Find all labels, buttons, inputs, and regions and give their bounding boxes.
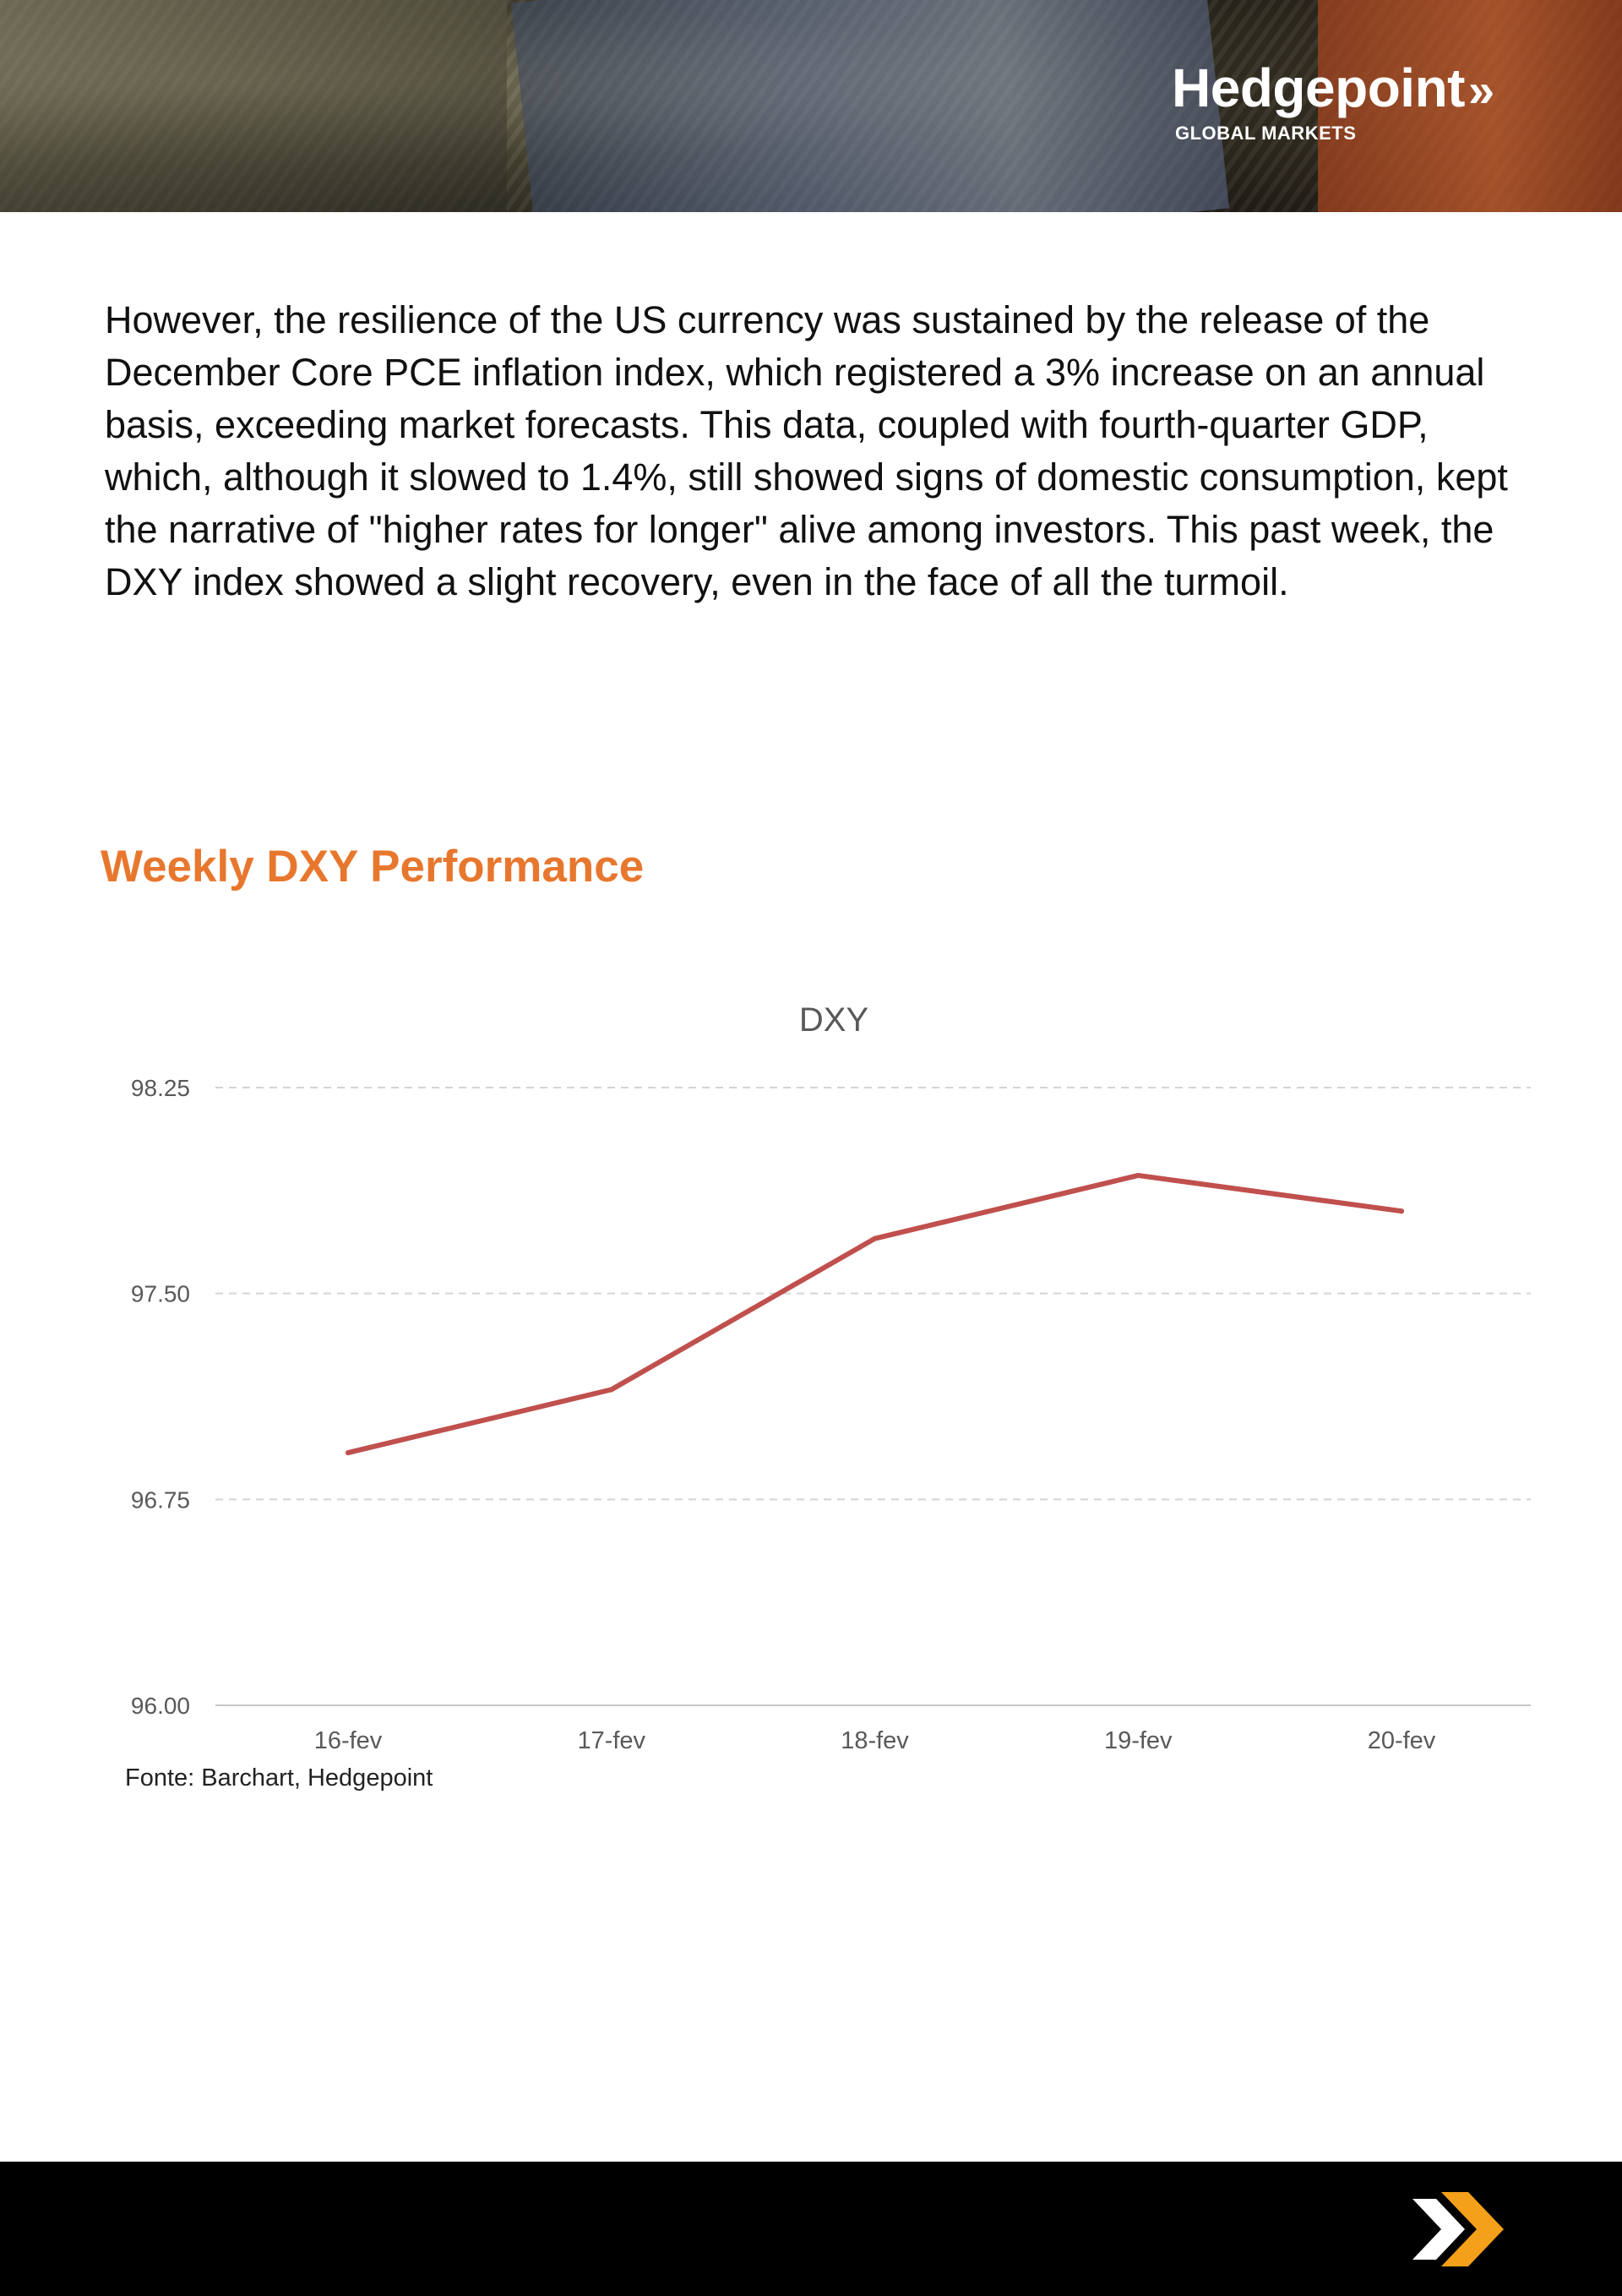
footer-bar bbox=[0, 2162, 1622, 2296]
x-tick-label: 19-fev bbox=[1104, 1727, 1173, 1754]
hedgepoint-chevron-icon bbox=[1412, 2192, 1504, 2266]
banknote-blue bbox=[510, 0, 1230, 212]
brand-name: Hedgepoint bbox=[1172, 57, 1465, 118]
header-banner: Hedgepoint» GLOBAL MARKETS bbox=[0, 0, 1622, 212]
x-tick-label: 18-fev bbox=[841, 1727, 909, 1754]
data-point bbox=[608, 1387, 614, 1393]
banknote-dollar bbox=[0, 0, 507, 212]
data-point bbox=[1399, 1208, 1404, 1214]
series-line bbox=[346, 1172, 1404, 1456]
x-tick-label: 16-fev bbox=[314, 1727, 383, 1754]
brand-logo: Hedgepoint» GLOBAL MARKETS bbox=[1172, 61, 1494, 145]
chart-title: DXY bbox=[799, 1001, 868, 1039]
x-tick-label: 17-fev bbox=[577, 1727, 645, 1754]
x-tick-label: 20-fev bbox=[1368, 1727, 1436, 1754]
y-tick-label: 96.00 bbox=[131, 1693, 190, 1719]
section-title: Weekly DXY Performance bbox=[101, 842, 645, 892]
y-tick-label: 97.50 bbox=[131, 1281, 190, 1307]
chart-y-axis: 96.00 96.75 97.50 98.25 bbox=[131, 1075, 190, 1719]
chart-x-axis: 16-fev 17-fev 18-fev 19-fev 20-fev bbox=[314, 1727, 1436, 1754]
chart-gridlines bbox=[215, 1087, 1531, 1706]
data-point bbox=[346, 1450, 351, 1456]
data-point bbox=[1135, 1172, 1141, 1178]
chart-series bbox=[346, 1172, 1404, 1456]
body-paragraph: However, the resilience of the US curren… bbox=[105, 298, 1508, 603]
brand-subtitle: GLOBAL MARKETS bbox=[1175, 123, 1357, 144]
chart-source: Fonte: Barchart, Hedgepoint bbox=[125, 1764, 433, 1792]
brand-chevron-icon: » bbox=[1467, 63, 1495, 117]
y-tick-label: 98.25 bbox=[131, 1075, 190, 1101]
y-tick-label: 96.75 bbox=[131, 1486, 190, 1513]
banknote-red bbox=[1318, 0, 1622, 212]
chart-svg: DXY 96.00 96.75 97.50 98.25 16-fev 17-fev 18-… bbox=[131, 1001, 1531, 1754]
data-point bbox=[872, 1235, 878, 1241]
dxy-chart: DXY 96.00 96.75 97.50 98.25 16-fev 17-fev 18-… bbox=[0, 980, 1622, 1808]
